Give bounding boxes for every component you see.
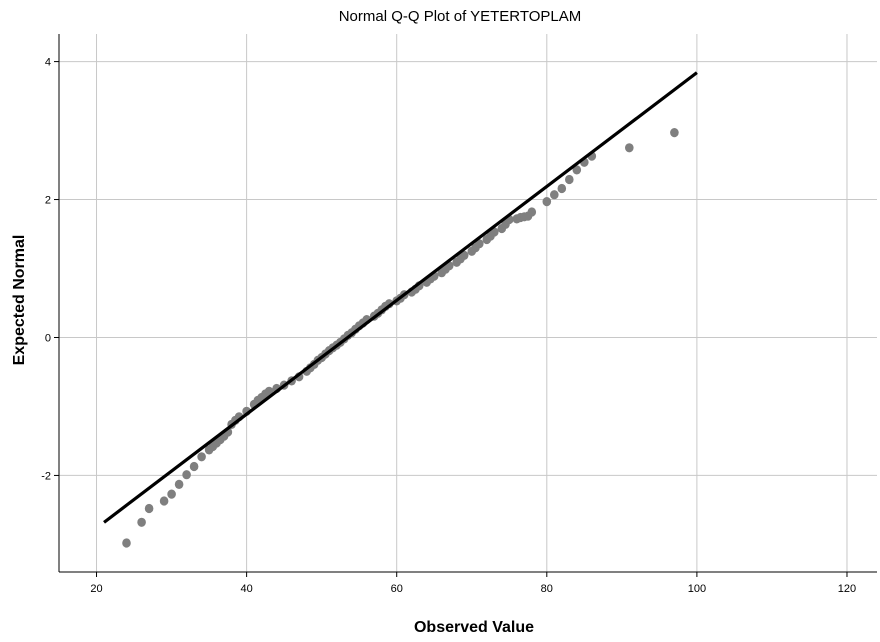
x-tick-label: 120	[838, 583, 856, 595]
x-tick-label: 40	[240, 583, 252, 595]
data-point	[174, 479, 184, 489]
reference-line	[103, 71, 698, 524]
data-point	[144, 503, 154, 514]
data-point	[137, 517, 146, 527]
data-point	[527, 207, 537, 217]
data-point	[189, 461, 199, 472]
data-point	[122, 538, 131, 548]
x-tick-label: 80	[541, 583, 553, 595]
data-point	[550, 190, 559, 200]
data-point	[167, 489, 176, 499]
data-point	[542, 197, 552, 207]
data-point	[557, 183, 567, 194]
axis-ticks: 20 40 60 80 100 120 -2 0 2 4	[41, 57, 856, 595]
grid-lines	[59, 34, 877, 572]
y-tick-label: 4	[45, 57, 51, 69]
data-point	[475, 239, 484, 249]
y-axis-title: Expected Normal	[11, 235, 28, 366]
data-point	[197, 452, 206, 462]
x-tick-label: 100	[688, 583, 706, 595]
y-tick-label: -2	[41, 470, 51, 482]
data-point	[670, 128, 679, 138]
data-point	[565, 174, 574, 185]
data-point	[459, 250, 469, 260]
x-axis-title: Observed Value	[414, 619, 534, 636]
x-tick-label: 20	[90, 583, 102, 595]
chart-title: Normal Q-Q Plot of YETERTOPLAM	[339, 8, 582, 25]
x-tick-label: 60	[391, 583, 403, 595]
data-point	[182, 470, 191, 480]
data-point	[625, 143, 634, 153]
y-tick-label: 2	[45, 195, 51, 207]
y-tick-label: 0	[45, 332, 51, 344]
data-point	[572, 165, 582, 175]
data-point	[159, 496, 169, 506]
